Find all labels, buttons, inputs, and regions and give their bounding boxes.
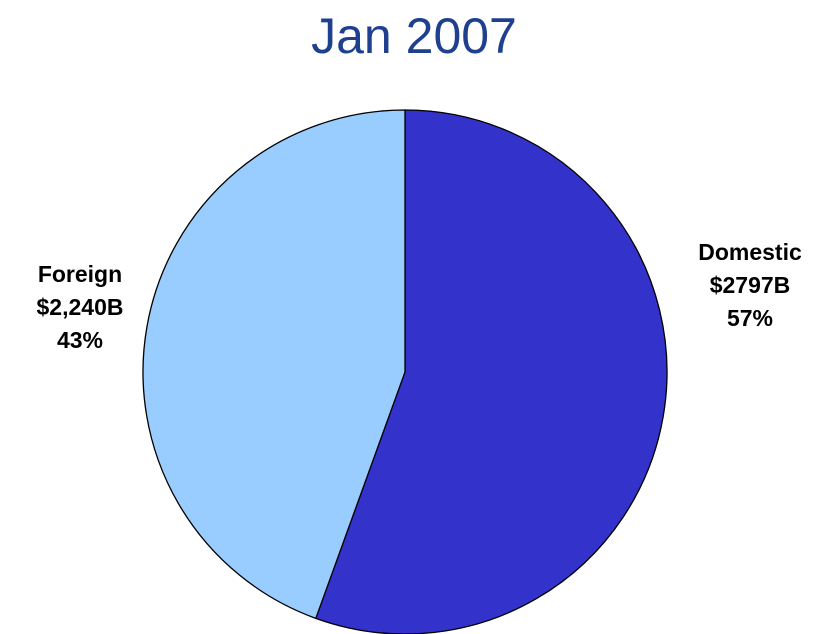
slice-label-foreign-value: $2,240B [36,294,124,320]
slice-label-foreign: Foreign $2,240B 43% [0,258,160,357]
chart-title: Jan 2007 [311,8,517,64]
pie-slice-domestic [314,109,668,634]
slice-label-foreign-name: Foreign [37,261,123,287]
slice-label-domestic-percent: 57% [726,305,774,331]
slice-label-domestic: Domestic $2797B 57% [672,236,828,335]
slice-label-foreign-percent: 43% [56,327,104,353]
slice-label-domestic-name: Domestic [698,239,802,265]
slice-label-domestic-value: $2797B [709,272,791,298]
pie-slice-foreign [142,109,406,620]
